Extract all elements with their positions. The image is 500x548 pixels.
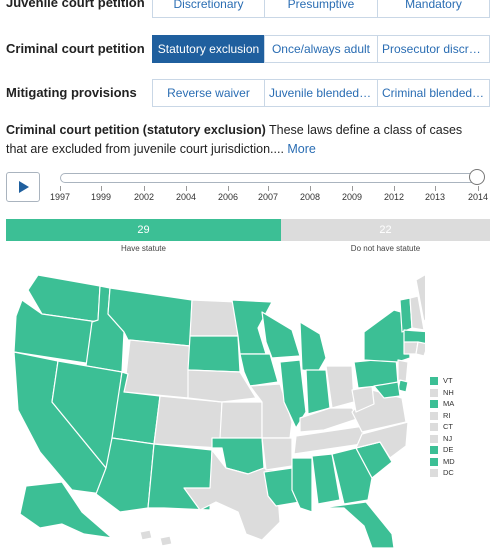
legend-swatch (430, 411, 438, 420)
timeline-tick (268, 186, 269, 191)
juvenile-blended-button[interactable]: Juvenile blended se... (264, 79, 378, 107)
no-statute-bar: 22 (281, 219, 490, 241)
timeline-tick (352, 186, 353, 191)
legend-label: RI (443, 410, 451, 420)
timeline-tick (101, 186, 102, 191)
timeline-tick (186, 186, 187, 191)
timeline-year-label[interactable]: 2007 (257, 192, 279, 202)
timeline-year-label[interactable]: 2002 (133, 192, 155, 202)
state-ma[interactable] (403, 329, 425, 345)
timeline-year-label[interactable]: 2006 (217, 192, 239, 202)
state-md[interactable] (373, 381, 401, 399)
state-ia[interactable] (239, 353, 279, 387)
state-al[interactable] (311, 453, 341, 505)
reverse-waiver-button[interactable]: Reverse waiver (152, 79, 265, 107)
more-link[interactable]: More (287, 142, 316, 156)
state-in[interactable] (305, 369, 331, 415)
not-count: 22 (379, 224, 392, 236)
discretionary-button[interactable]: Discretionary (152, 0, 265, 18)
timeline-tick (228, 186, 229, 191)
state-ar[interactable] (261, 437, 293, 471)
timeline-tick (478, 186, 479, 191)
legend-swatch (430, 469, 438, 477)
timeline-year-label[interactable]: 2012 (383, 192, 405, 202)
once-always-adult-button[interactable]: Once/always adult (264, 35, 378, 63)
legend-label: DE (443, 445, 454, 454)
legend-swatch (430, 377, 438, 385)
timeline-thumb[interactable] (469, 169, 485, 185)
state-wy[interactable] (123, 339, 191, 399)
statutory-exclusion-button[interactable]: Statutory exclusion (152, 35, 265, 63)
timeline-year-label[interactable]: 2014 (467, 192, 489, 202)
state-ny[interactable] (363, 309, 411, 363)
timeline-year-label[interactable]: 1999 (90, 192, 112, 202)
state-sd[interactable] (187, 335, 241, 373)
play-button[interactable] (6, 172, 40, 202)
legend-swatch (430, 457, 438, 466)
state-la[interactable] (263, 467, 301, 507)
state-ms[interactable] (291, 457, 313, 513)
legend-swatch (430, 434, 438, 443)
state-fl[interactable] (319, 501, 395, 548)
have-count: 29 (137, 224, 150, 236)
state-tx[interactable] (183, 449, 281, 541)
row-label: Juvenile court petition (6, 0, 145, 10)
timeline-year-label[interactable]: 2013 (424, 192, 446, 202)
state-ga[interactable] (331, 447, 373, 505)
row-label: Mitigating provisions (6, 85, 137, 100)
row-label: Criminal court petition (6, 41, 145, 56)
state-wi[interactable] (261, 311, 301, 359)
timeline-slider[interactable] (60, 173, 480, 183)
play-icon (19, 181, 29, 193)
legend-label: MA (443, 399, 455, 408)
state-hi[interactable] (139, 529, 173, 547)
state-ak[interactable] (19, 481, 113, 539)
criminal-blended-button[interactable]: Criminal blended s... (377, 79, 490, 107)
state-oh[interactable] (325, 365, 355, 409)
timeline-year-label[interactable]: 2004 (175, 192, 197, 202)
state-ks[interactable] (219, 401, 263, 439)
timeline-tick (394, 186, 395, 191)
legend-label: MD (443, 456, 455, 466)
prosecutor-discretion-button[interactable]: Prosecutor discreti... (377, 35, 490, 63)
state-ne[interactable] (187, 369, 257, 403)
state-me[interactable] (415, 272, 425, 323)
timeline-tick (310, 186, 311, 191)
legend-label: NJ (443, 433, 453, 443)
legend-swatch (430, 423, 438, 431)
timeline-tick (144, 186, 145, 191)
timeline-year-label[interactable]: 2009 (341, 192, 363, 202)
legend-label: CT (443, 422, 453, 431)
description: Criminal court petition (statutory exclu… (6, 121, 486, 159)
timeline-year-label[interactable]: 2008 (299, 192, 321, 202)
have-statute-caption: Have statute (121, 244, 166, 253)
legend-swatch (430, 400, 438, 408)
state-mi[interactable] (299, 321, 327, 373)
legend-label: VT (443, 376, 453, 385)
legend-label: NH (443, 387, 454, 397)
timeline-year-label[interactable]: 1997 (49, 192, 71, 202)
legend-swatch (430, 446, 438, 454)
us-map (13, 272, 425, 548)
state-nc[interactable] (355, 421, 409, 459)
no-statute-caption: Do not have statute (350, 244, 421, 253)
state-ri[interactable] (415, 341, 425, 357)
state-nh[interactable] (409, 295, 425, 331)
presumptive-button[interactable]: Presumptive (264, 0, 378, 18)
mandatory-button[interactable]: Mandatory (377, 0, 490, 18)
legend-swatch (430, 388, 438, 397)
description-text: These laws define a class of cases that … (6, 123, 463, 156)
timeline-tick (60, 186, 61, 191)
timeline-tick (435, 186, 436, 191)
legend-label: DC (443, 468, 454, 477)
have-statute-bar: 29 (6, 219, 281, 241)
state-nd[interactable] (189, 299, 239, 337)
description-title: Criminal court petition (statutory exclu… (6, 123, 266, 137)
